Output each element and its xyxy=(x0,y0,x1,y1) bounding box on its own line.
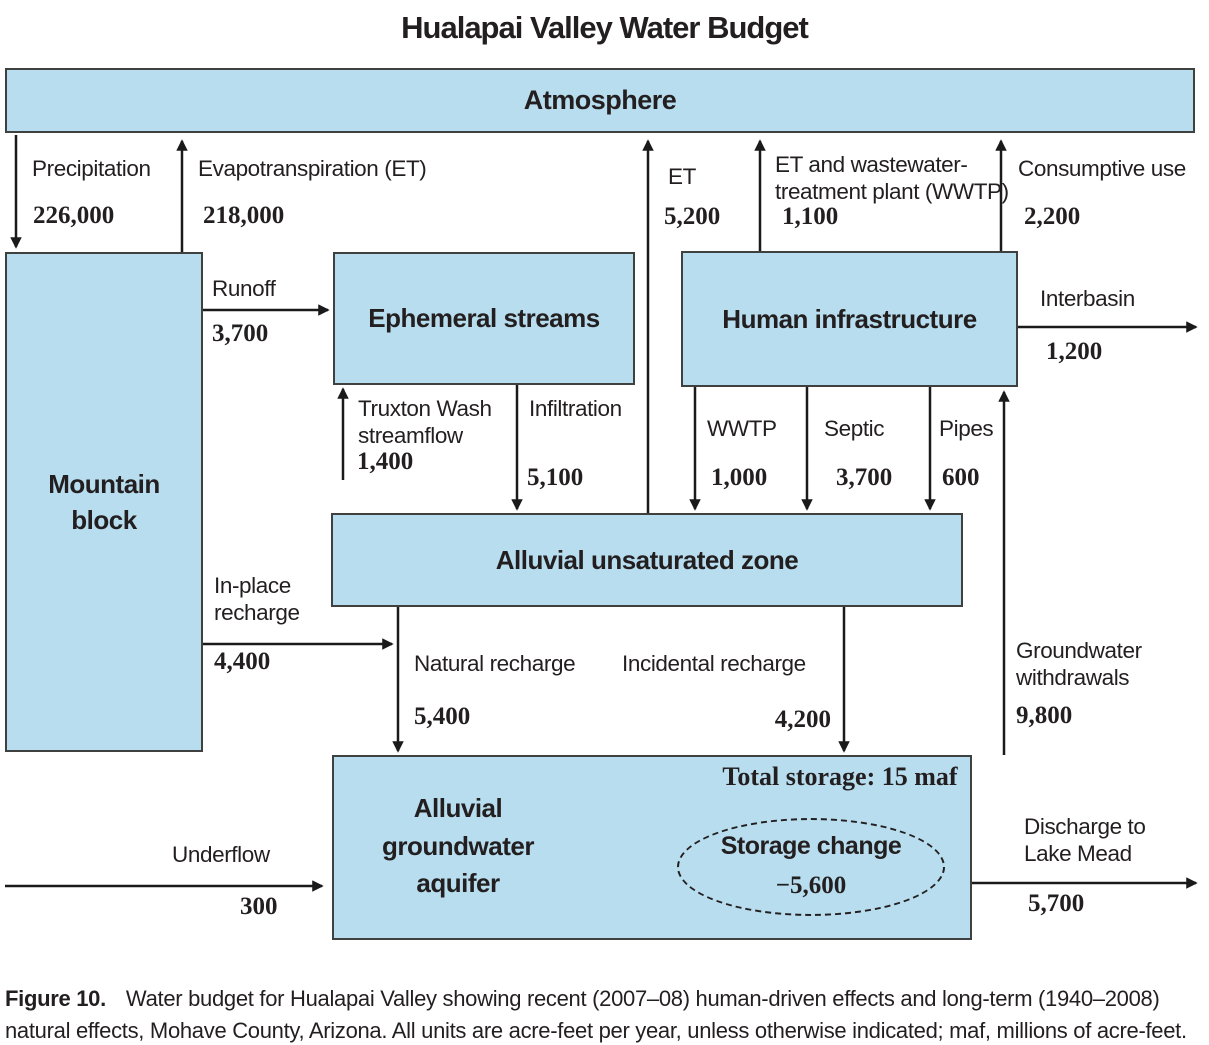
human-infrastructure-box: Human infrastructure xyxy=(681,251,1018,387)
incidental-recharge-label: Incidental recharge xyxy=(622,651,806,676)
natural-recharge-label: Natural recharge xyxy=(414,651,576,676)
natural-recharge-value: 5,400 xyxy=(414,703,471,730)
underflow-value: 300 xyxy=(240,893,278,920)
pipes-value: 600 xyxy=(942,464,980,491)
et-unsaturated-zone-label: ET xyxy=(668,164,696,189)
storage-change-ellipse xyxy=(677,818,945,916)
infiltration-label: Infiltration xyxy=(529,396,622,421)
interbasin-value: 1,200 xyxy=(1046,338,1103,365)
interbasin-label: Interbasin xyxy=(1040,286,1135,311)
pipes-label: Pipes xyxy=(939,416,994,441)
et-wwtp-value: 1,100 xyxy=(782,203,839,230)
mountain-block-label: Mountain block xyxy=(48,468,160,535)
in-place-recharge-label: In-place recharge xyxy=(214,573,300,625)
septic-label: Septic xyxy=(824,416,885,441)
et-wwtp-label: ET and wastewater-treatment plant (WWTP) xyxy=(775,152,1009,204)
evapotranspiration-label: Evapotranspiration (ET) xyxy=(198,156,427,181)
et-unsaturated-zone-value: 5,200 xyxy=(664,203,721,230)
mountain-block-box: Mountain block xyxy=(5,252,203,752)
consumptive-use-value: 2,200 xyxy=(1024,203,1081,230)
groundwater-withdrawals-value: 9,800 xyxy=(1016,702,1073,729)
figure-caption: Figure 10. Water budget for Hualapai Vall… xyxy=(5,983,1205,1045)
discharge-lake-mead-value: 5,700 xyxy=(1028,890,1085,917)
wwtp-value: 1,000 xyxy=(711,464,768,491)
incidental-recharge-value: 4,200 xyxy=(774,706,831,733)
septic-value: 3,700 xyxy=(836,464,893,491)
ephemeral-streams-box: Ephemeral streams xyxy=(333,252,635,385)
atmosphere-box: Atmosphere xyxy=(5,68,1195,133)
figure-caption-text: Water budget for Hualapai Valley showing… xyxy=(5,986,1187,1043)
alluvial-unsaturated-zone-label: Alluvial unsaturated zone xyxy=(495,544,799,575)
figure-caption-number: Figure 10. xyxy=(5,986,106,1011)
storage-change-label: Storage change xyxy=(720,832,902,860)
groundwater-withdrawals-label: Groundwater withdrawals xyxy=(1016,638,1142,690)
precipitation-value: 226,000 xyxy=(33,202,115,229)
infiltration-value: 5,100 xyxy=(527,464,584,491)
atmosphere-label: Atmosphere xyxy=(523,84,677,115)
storage-change-value: −5,600 xyxy=(775,872,847,899)
in-place-recharge-value: 4,400 xyxy=(214,648,271,675)
evapotranspiration-value: 218,000 xyxy=(203,202,285,229)
underflow-label: Underflow xyxy=(172,842,270,867)
alluvial-unsaturated-zone-box: Alluvial unsaturated zone xyxy=(331,513,963,607)
truxton-wash-value: 1,400 xyxy=(357,448,414,475)
human-infrastructure-label: Human infrastructure xyxy=(722,303,977,334)
consumptive-use-label: Consumptive use xyxy=(1018,156,1186,181)
alluvial-groundwater-aquifer-label: Alluvial groundwater aquifer xyxy=(382,793,534,899)
discharge-lake-mead-label: Discharge to Lake Mead xyxy=(1024,814,1146,866)
runoff-label: Runoff xyxy=(212,276,276,301)
total-storage-label: Total storage: 15 maf xyxy=(722,762,958,791)
precipitation-label: Precipitation xyxy=(32,156,151,181)
figure-title: Hualapai Valley Water Budget xyxy=(401,10,809,45)
wwtp-label: WWTP xyxy=(707,416,777,441)
runoff-value: 3,700 xyxy=(212,320,269,347)
truxton-wash-label: Truxton Wash streamflow xyxy=(358,396,492,448)
ephemeral-streams-label: Ephemeral streams xyxy=(368,303,600,334)
